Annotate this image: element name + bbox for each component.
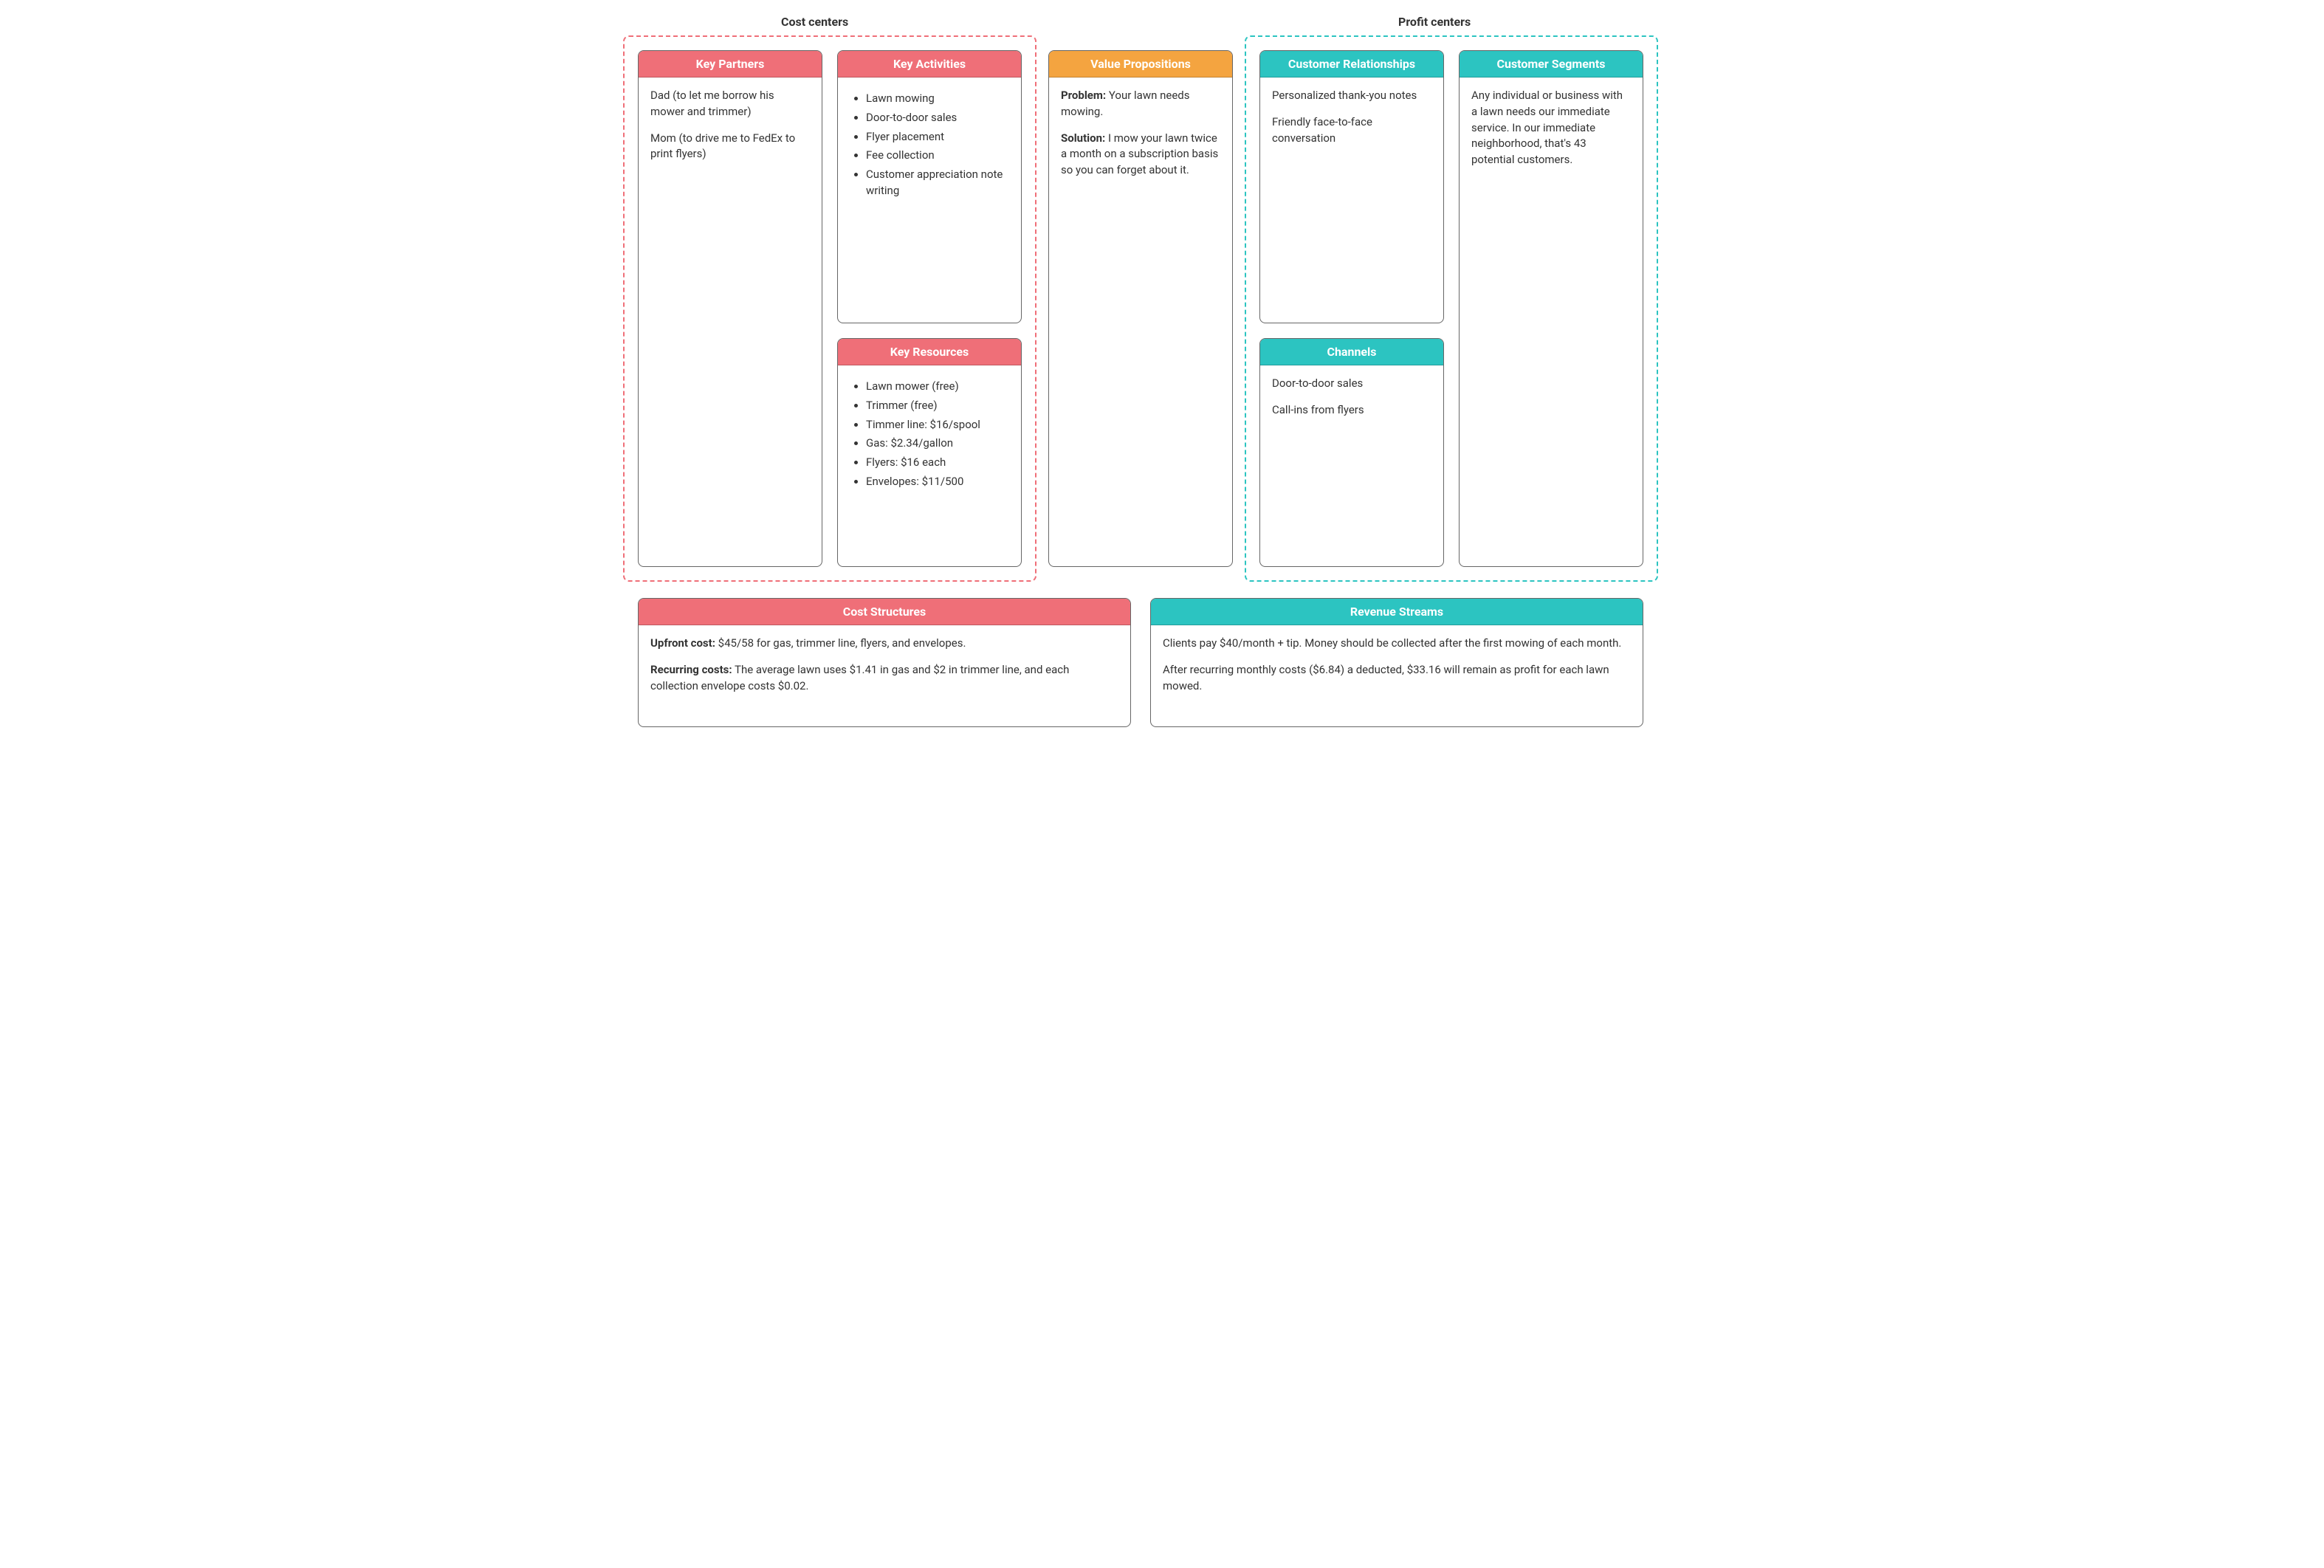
channels-paragraph: Door-to-door sales: [1272, 376, 1431, 392]
canvas: Cost centers Profit centers Key Partners…: [616, 15, 1708, 753]
cost-structures-bold-label: Upfront cost:: [650, 636, 715, 650]
key-resources-item: Trimmer (free): [866, 398, 1009, 414]
key-activities-item: Fee collection: [866, 148, 1009, 164]
customer-relationships-header: Customer Relationships: [1260, 51, 1443, 78]
channels-body: Door-to-door sales Call-ins from flyers: [1260, 365, 1443, 429]
revenue-streams-paragraph: Clients pay $40/month + tip. Money shoul…: [1163, 636, 1631, 652]
value-propositions-header: Value Propositions: [1049, 51, 1232, 78]
revenue-streams-header: Revenue Streams: [1151, 599, 1643, 625]
key-resources-item: Flyers: $16 each: [866, 455, 1009, 471]
value-propositions-card: Value PropositionsProblem: Your lawn nee…: [1048, 50, 1233, 567]
key-resources-card: Key Resources Lawn mower (free) Trimmer (f…: [837, 338, 1022, 567]
key-resources-header: Key Resources: [838, 339, 1021, 365]
key-activities-body: Lawn mowing Door-to-door sales Flyer place…: [838, 78, 1021, 213]
cost-structures-text: $45/58 for gas, trimmer line, flyers, an…: [715, 636, 966, 650]
key-activities-list: Lawn mowing Door-to-door sales Flyer place…: [850, 91, 1009, 199]
cost-structures-card: Cost Structures Upfront cost: $45/58 for …: [638, 598, 1131, 727]
cost-structures-header: Cost Structures: [639, 599, 1130, 625]
channels-card: Channels Door-to-door sales Call-ins from …: [1259, 338, 1444, 567]
key-resources-item: Envelopes: $11/500: [866, 474, 1009, 490]
key-resources-list: Lawn mower (free) Trimmer (free) Timmer li…: [850, 379, 1009, 490]
key-resources-item: Lawn mower (free): [866, 379, 1009, 395]
customer-segments-header: Customer Segments: [1460, 51, 1643, 78]
value-propositions-bold-label: Solution:: [1061, 131, 1105, 145]
profit-centers-label: Profit centers: [1398, 15, 1471, 29]
cost-structures-paragraph: Recurring costs: The average lawn uses $…: [650, 662, 1118, 695]
key-activities-card: Key Activities Lawn mowing Door-to-door sa…: [837, 50, 1022, 323]
key-activities-item: Lawn mowing: [866, 91, 1009, 107]
value-propositions-paragraph: Problem: Your lawn needs mowing.: [1061, 88, 1220, 120]
key-resources-body: Lawn mower (free) Trimmer (free) Timmer li…: [838, 365, 1021, 503]
key-partners-paragraph: Dad (to let me borrow his mower and trim…: [650, 88, 810, 120]
key-resources-item: Timmer line: $16/spool: [866, 417, 1009, 433]
revenue-streams-card: Revenue Streams Clients pay $40/month + t…: [1150, 598, 1643, 727]
customer-relationships-card: Customer RelationshipsPersonalized thank…: [1259, 50, 1444, 323]
value-propositions-bold-label: Problem:: [1061, 89, 1106, 102]
cost-structures-body: Upfront cost: $45/58 for gas, trimmer li…: [639, 625, 1130, 704]
value-propositions-paragraph: Solution: I mow your lawn twice a month …: [1061, 131, 1220, 179]
customer-relationships-paragraph: Personalized thank-you notes: [1272, 88, 1431, 104]
channels-paragraph: Call-ins from flyers: [1272, 402, 1431, 419]
key-partners-card: Key Partners Dad (to let me borrow his mo…: [638, 50, 822, 567]
key-partners-body: Dad (to let me borrow his mower and trim…: [639, 78, 822, 173]
key-partners-header: Key Partners: [639, 51, 822, 78]
key-activities-item: Door-to-door sales: [866, 110, 1009, 126]
customer-relationships-paragraph: Friendly face-to-face conversation: [1272, 114, 1431, 147]
revenue-streams-body: Clients pay $40/month + tip. Money shoul…: [1151, 625, 1643, 704]
customer-segments-card: Customer Segments Any individual or busin…: [1459, 50, 1643, 567]
cost-structures-bold-label: Recurring costs:: [650, 663, 732, 676]
cost-structures-paragraph: Upfront cost: $45/58 for gas, trimmer li…: [650, 636, 1118, 652]
revenue-streams-paragraph: After recurring monthly costs ($6.84) a …: [1163, 662, 1631, 695]
key-activities-item: Flyer placement: [866, 129, 1009, 145]
key-resources-item: Gas: $2.34/gallon: [866, 436, 1009, 452]
customer-segments-body: Any individual or business with a lawn n…: [1460, 78, 1643, 179]
value-propositions-body: Problem: Your lawn needs mowing. Solution…: [1049, 78, 1232, 189]
customer-segments-paragraph: Any individual or business with a lawn n…: [1471, 88, 1631, 168]
customer-relationships-body: Personalized thank-you notes Friendly fac…: [1260, 78, 1443, 157]
cost-centers-label: Cost centers: [781, 15, 848, 29]
key-activities-header: Key Activities: [838, 51, 1021, 78]
key-partners-paragraph: Mom (to drive me to FedEx to print flyer…: [650, 131, 810, 163]
key-activities-item: Customer appreciation note writing: [866, 167, 1009, 199]
channels-header: Channels: [1260, 339, 1443, 365]
